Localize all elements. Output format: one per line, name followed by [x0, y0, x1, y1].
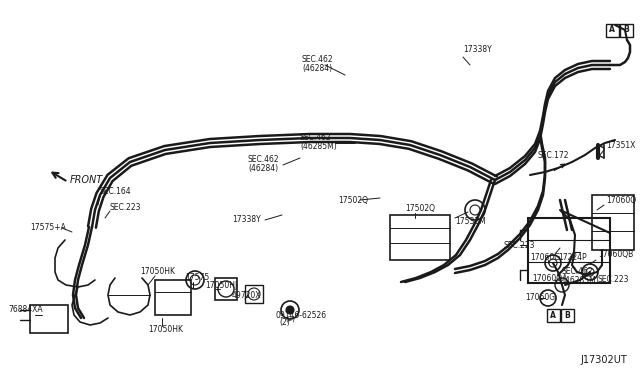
- Text: (2): (2): [285, 315, 295, 321]
- Text: (2): (2): [280, 318, 291, 327]
- Bar: [547, 308, 559, 321]
- Text: 76884XA: 76884XA: [8, 305, 43, 314]
- Text: B: B: [564, 311, 570, 320]
- Bar: [245, 285, 263, 303]
- Text: FRONT: FRONT: [70, 175, 103, 185]
- Text: SEC.462: SEC.462: [302, 55, 333, 64]
- Text: 17050HK: 17050HK: [140, 267, 175, 276]
- Text: 17351X: 17351X: [606, 141, 636, 150]
- Text: 17050HK: 17050HK: [148, 326, 183, 334]
- Text: 17060QA: 17060QA: [532, 273, 568, 282]
- Bar: [215, 278, 237, 300]
- Text: 17338Y: 17338Y: [232, 215, 260, 224]
- Text: (46284): (46284): [248, 164, 278, 173]
- Text: 09146-62526: 09146-62526: [275, 311, 326, 320]
- Text: A: A: [609, 26, 615, 35]
- Bar: [155, 280, 191, 315]
- Text: 17532M: 17532M: [455, 218, 486, 227]
- Text: A: A: [550, 311, 556, 320]
- Text: 17502Q: 17502Q: [405, 203, 435, 212]
- Bar: [605, 23, 618, 36]
- Text: (46285M): (46285M): [300, 142, 337, 151]
- Text: 17502Q: 17502Q: [338, 196, 368, 205]
- Text: 17060G: 17060G: [525, 294, 555, 302]
- Text: 17060Q: 17060Q: [606, 196, 636, 205]
- Bar: [30, 305, 68, 333]
- Text: SEC.462: SEC.462: [248, 155, 280, 164]
- Text: 17224P: 17224P: [558, 253, 587, 263]
- Text: 17575+A: 17575+A: [30, 224, 66, 232]
- Bar: [390, 215, 450, 260]
- Text: B: B: [623, 26, 629, 35]
- Text: 17575: 17575: [185, 273, 209, 282]
- Text: SEC.462: SEC.462: [300, 134, 332, 142]
- Bar: [620, 23, 632, 36]
- Bar: [528, 218, 610, 283]
- Text: 17338Y: 17338Y: [463, 45, 492, 55]
- Text: SEC.223: SEC.223: [110, 202, 141, 212]
- Text: 17060QB: 17060QB: [598, 250, 633, 260]
- Text: (46285M): (46285M): [562, 276, 599, 285]
- Text: 17050HJ: 17050HJ: [205, 280, 237, 289]
- Text: SEC.172: SEC.172: [537, 151, 568, 160]
- Text: SEC.223: SEC.223: [504, 241, 536, 250]
- Bar: [561, 308, 573, 321]
- Text: 49720X: 49720X: [232, 291, 262, 299]
- Text: SEC.462: SEC.462: [562, 267, 594, 276]
- Bar: [592, 195, 634, 250]
- Text: 17060G: 17060G: [530, 253, 560, 263]
- Circle shape: [286, 306, 294, 314]
- Text: (46284): (46284): [302, 64, 332, 74]
- Text: SEC.223: SEC.223: [598, 276, 630, 285]
- Text: SEC.164: SEC.164: [100, 187, 132, 196]
- Text: J17302UT: J17302UT: [580, 355, 627, 365]
